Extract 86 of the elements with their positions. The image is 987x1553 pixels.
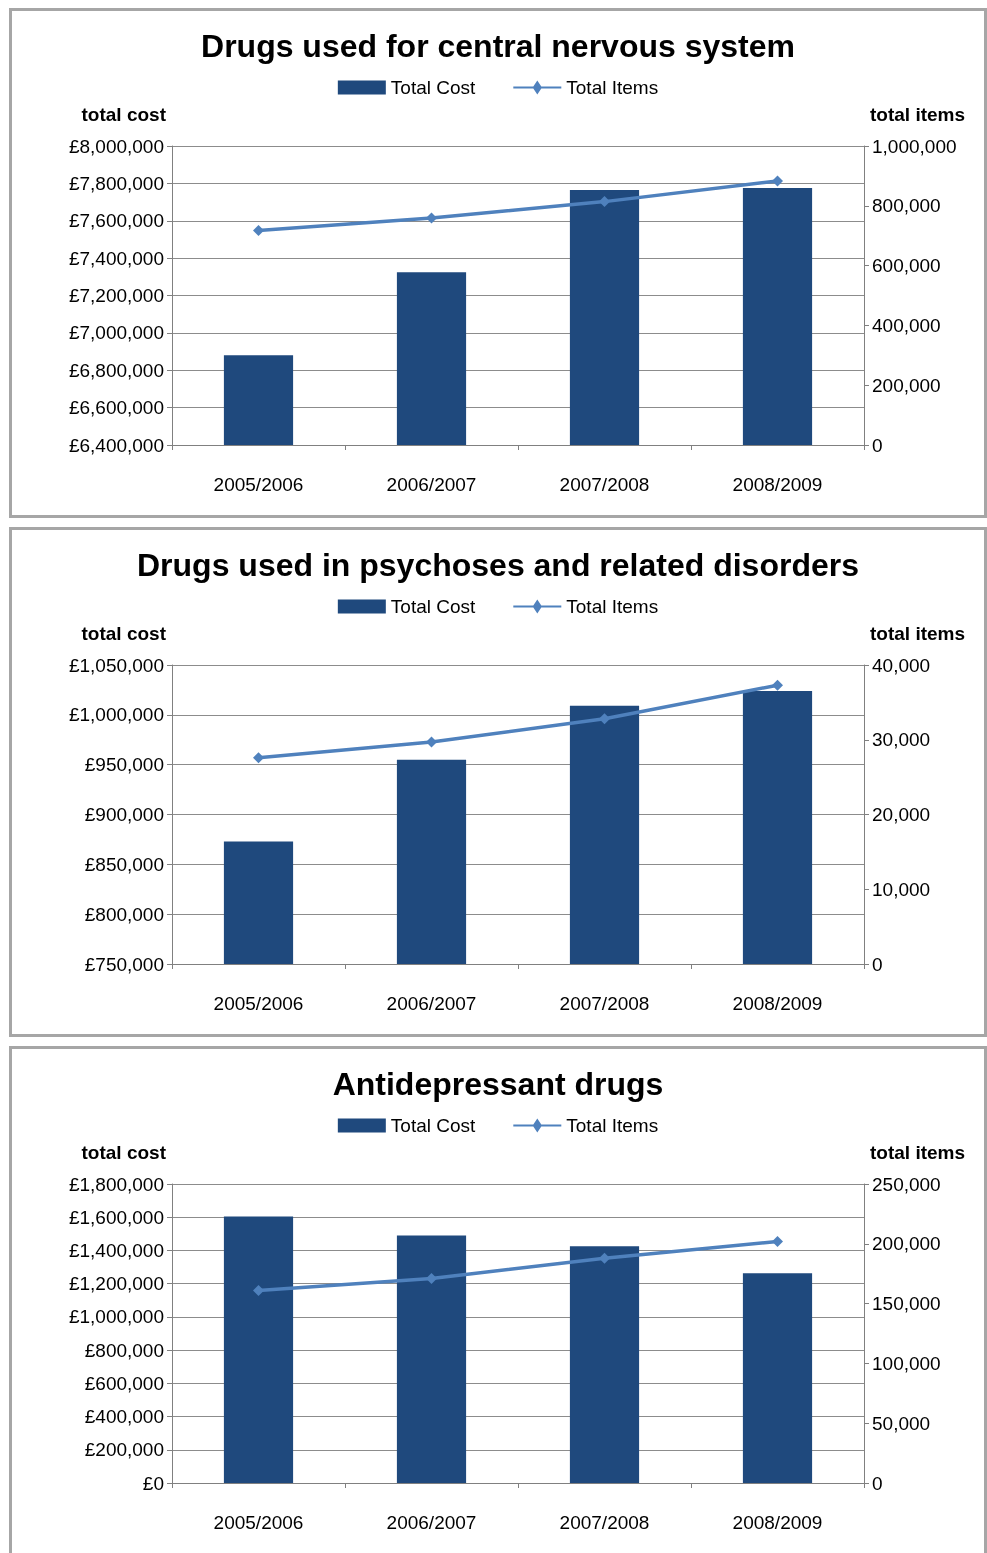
y-tick-label: £7,200,000 <box>68 285 164 306</box>
bar <box>569 1246 640 1483</box>
y2-tick-label: 200,000 <box>872 1233 941 1255</box>
bar <box>223 1216 294 1483</box>
x-tick-label: 2006/2007 <box>386 474 477 495</box>
y2-tick-label: 150,000 <box>872 1293 941 1315</box>
y2-tick-label: 20,000 <box>872 804 931 825</box>
point <box>253 1284 264 1296</box>
y-tick-label: £6,400,000 <box>68 434 164 456</box>
y2-tick-label: 800,000 <box>872 195 941 217</box>
bar <box>742 1273 813 1483</box>
x-tick-label: 2005/2006 <box>213 474 304 495</box>
y-tick-label: £1,400,000 <box>68 1239 164 1261</box>
y2-tick-label: 50,000 <box>872 1412 931 1434</box>
x-tick-label: 2005/2006 <box>213 993 304 1014</box>
y-tick-label: £1,800,000 <box>68 1173 164 1195</box>
y-tick-label: £1,200,000 <box>68 1273 164 1295</box>
bar <box>396 1235 467 1483</box>
y2-axis-title: total items <box>870 104 966 125</box>
y-tick-label: £1,000,000 <box>68 704 164 726</box>
point <box>599 1252 610 1264</box>
y-tick-label: £7,800,000 <box>68 172 164 194</box>
y2-tick-label: 40,000 <box>872 654 931 676</box>
y-tick-label: £8,000,000 <box>68 135 164 157</box>
y-tick-label: £1,600,000 <box>68 1206 164 1228</box>
point <box>599 713 610 725</box>
point <box>772 1235 783 1247</box>
chart-title: Drugs used in psychoses and related disorders <box>137 547 859 583</box>
legend-label: Total Items <box>566 77 659 98</box>
x-tick-label: 2007/2008 <box>559 1512 650 1533</box>
point <box>426 1272 437 1284</box>
y-tick-label: £7,600,000 <box>68 210 164 232</box>
x-tick-label: 2006/2007 <box>386 1512 477 1533</box>
y-tick-label: £6,600,000 <box>68 397 164 419</box>
y-tick-label: £900,000 <box>84 804 164 825</box>
chart-title: Antidepressant drugs <box>332 1066 664 1102</box>
y-tick-label: £800,000 <box>84 1339 164 1361</box>
legend-label: Total Cost <box>390 1115 477 1136</box>
y-tick-label: £0 <box>142 1472 164 1494</box>
y2-tick-label: 200,000 <box>872 374 941 396</box>
y2-tick-label: 1,000,000 <box>872 135 957 157</box>
y2-tick-label: 250,000 <box>872 1173 941 1195</box>
y-tick-label: £6,800,000 <box>68 359 164 381</box>
legend-label: Total Items <box>566 1115 659 1136</box>
y2-tick-label: 30,000 <box>872 729 931 751</box>
y2-tick-label: 600,000 <box>872 255 941 277</box>
point <box>426 212 437 224</box>
y-axis-title: total cost <box>81 104 167 125</box>
y2-tick-label: 10,000 <box>872 878 931 900</box>
legend-label: Total Items <box>566 596 659 617</box>
chart-title: Drugs used for central nervous system <box>201 28 795 64</box>
y-tick-label: £1,000,000 <box>68 1306 164 1328</box>
legend-label: Total Cost <box>390 77 477 98</box>
point <box>772 175 783 187</box>
y2-tick-label: 400,000 <box>872 314 941 336</box>
x-tick-label: 2008/2009 <box>732 1512 823 1533</box>
point <box>599 196 610 208</box>
y-tick-label: £400,000 <box>84 1406 164 1428</box>
x-tick-label: 2006/2007 <box>386 993 477 1014</box>
y-tick-label: £600,000 <box>84 1372 164 1394</box>
y2-tick-label: 0 <box>872 434 883 456</box>
y-tick-label: £200,000 <box>84 1439 164 1461</box>
y-tick-label: £950,000 <box>84 754 164 776</box>
x-tick-label: 2007/2008 <box>559 474 650 495</box>
point <box>253 225 264 237</box>
y-tick-label: £750,000 <box>84 953 164 975</box>
x-tick-label: 2008/2009 <box>732 474 823 495</box>
y-tick-label: £850,000 <box>84 853 164 875</box>
point <box>426 736 437 748</box>
y2-axis-title: total items <box>870 1142 966 1163</box>
point <box>772 679 783 691</box>
y-tick-label: £800,000 <box>84 903 164 925</box>
y2-axis-title: total items <box>870 623 966 644</box>
y-axis-title: total cost <box>81 1142 167 1163</box>
x-tick-label: 2008/2009 <box>732 993 823 1014</box>
y-tick-label: £1,050,000 <box>68 654 164 676</box>
x-tick-label: 2007/2008 <box>559 993 650 1014</box>
y-axis-title: total cost <box>81 623 167 644</box>
y-tick-label: £7,400,000 <box>68 247 164 269</box>
y2-tick-label: 100,000 <box>872 1352 941 1374</box>
y2-tick-label: 0 <box>872 1472 883 1494</box>
legend-label: Total Cost <box>390 596 477 617</box>
y2-tick-label: 0 <box>872 953 883 975</box>
y-tick-label: £7,000,000 <box>68 322 164 344</box>
point <box>253 752 264 764</box>
x-tick-label: 2005/2006 <box>213 1512 304 1533</box>
